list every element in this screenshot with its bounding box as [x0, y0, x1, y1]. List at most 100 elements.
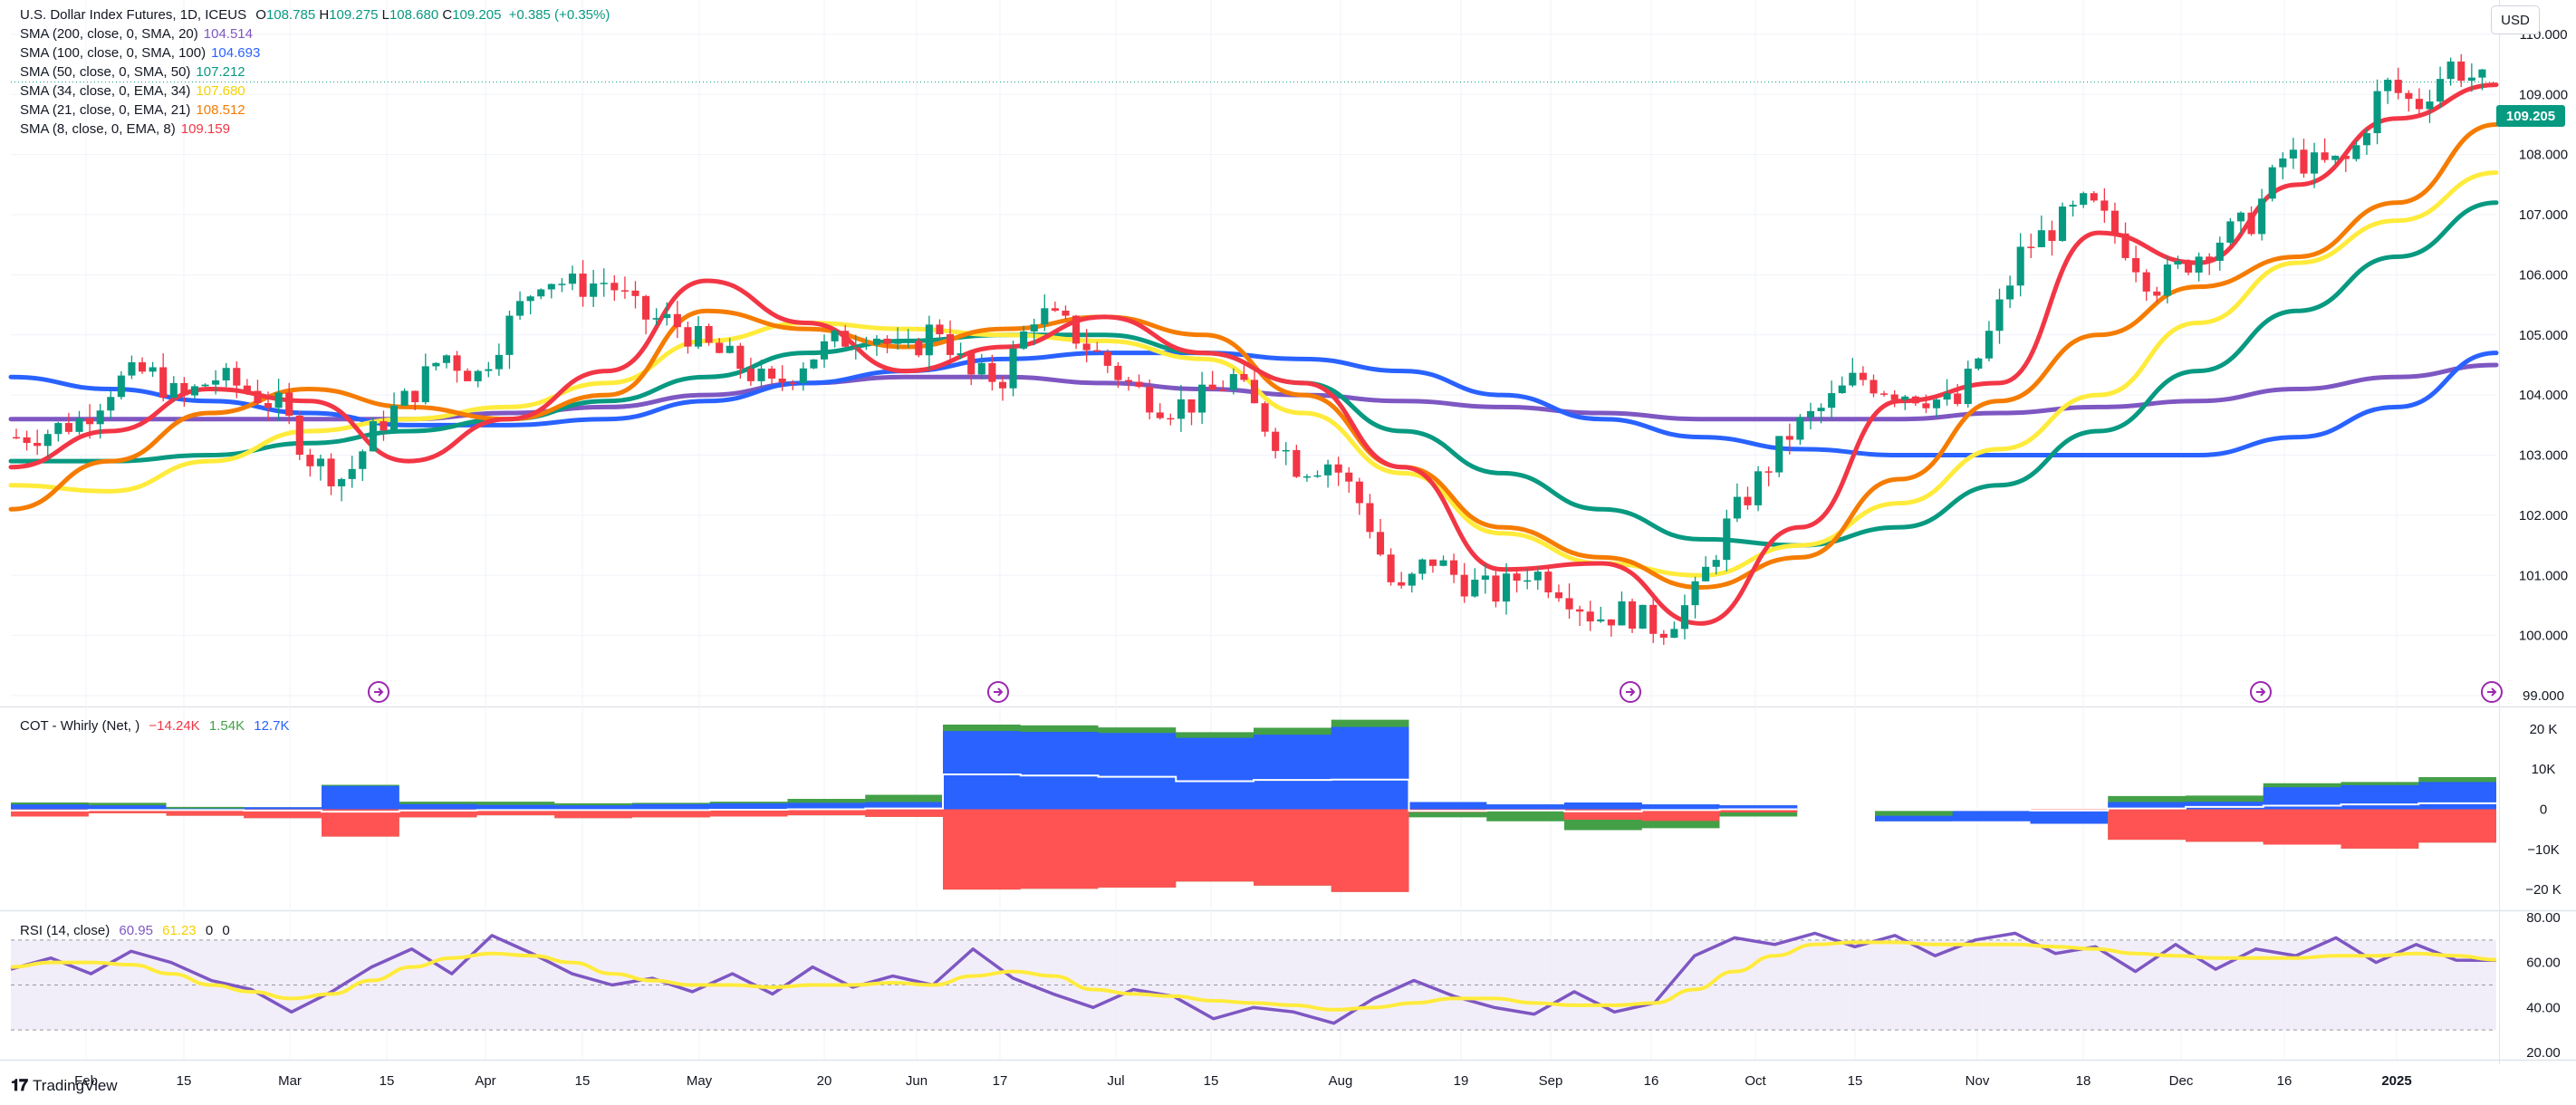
candle[interactable] — [1870, 374, 1878, 398]
candle[interactable] — [1859, 366, 1867, 386]
candle[interactable] — [977, 353, 985, 380]
candle[interactable] — [1313, 470, 1322, 478]
ma-line[interactable] — [8, 351, 2499, 458]
candle[interactable] — [201, 383, 209, 388]
candle[interactable] — [998, 376, 1007, 401]
candle[interactable] — [1041, 293, 1049, 332]
candle[interactable] — [705, 323, 713, 346]
candle[interactable] — [380, 410, 388, 441]
candle[interactable] — [1418, 558, 1427, 581]
candle[interactable] — [1513, 567, 1521, 593]
candle[interactable] — [43, 429, 52, 458]
candle[interactable] — [149, 361, 157, 378]
rsi-legend[interactable]: RSI (14, close) 60.95 61.23 0 0 — [20, 921, 230, 940]
candle[interactable] — [359, 449, 367, 481]
candle[interactable] — [1649, 596, 1658, 643]
candle[interactable] — [128, 355, 136, 380]
candle[interactable] — [1387, 548, 1395, 586]
candle[interactable] — [2216, 236, 2224, 271]
candle[interactable] — [2048, 220, 2056, 256]
currency-button[interactable]: USD — [2491, 5, 2540, 34]
candle[interactable] — [1764, 466, 1773, 486]
candle[interactable] — [306, 448, 314, 477]
candle[interactable] — [12, 428, 21, 439]
candle[interactable] — [1324, 459, 1332, 488]
candle[interactable] — [1576, 605, 1584, 626]
candle[interactable] — [505, 310, 514, 370]
cot-legend[interactable]: COT - Whirly (Net, ) −14.24K 1.54K 12.7K — [20, 716, 289, 735]
candle[interactable] — [2226, 217, 2235, 245]
candle[interactable] — [1450, 553, 1458, 583]
candle[interactable] — [1618, 591, 1626, 626]
candle[interactable] — [2110, 202, 2119, 244]
candle[interactable] — [2467, 63, 2475, 92]
candle[interactable] — [1187, 399, 1196, 426]
candle[interactable] — [1628, 598, 1637, 633]
candle[interactable] — [2090, 191, 2098, 203]
candle[interactable] — [389, 392, 399, 434]
candle[interactable] — [2394, 67, 2402, 100]
candle[interactable] — [338, 477, 346, 502]
candle[interactable] — [1985, 321, 1993, 361]
candle[interactable] — [716, 338, 724, 354]
event-markers[interactable] — [368, 681, 2503, 703]
candle[interactable] — [2142, 269, 2150, 302]
candle[interactable] — [2080, 191, 2088, 208]
candle[interactable] — [2058, 202, 2067, 242]
candle[interactable] — [411, 390, 419, 411]
candle[interactable] — [1932, 398, 1941, 418]
candle[interactable] — [673, 301, 681, 339]
candle[interactable] — [684, 322, 692, 354]
candle[interactable] — [1072, 314, 1081, 350]
candle[interactable] — [1146, 380, 1154, 420]
rsi-line[interactable] — [10, 940, 2497, 1012]
candle[interactable] — [1334, 456, 1342, 486]
ma-line[interactable] — [8, 170, 2499, 578]
candle[interactable] — [1975, 357, 1983, 371]
candle[interactable] — [222, 362, 230, 388]
candle[interactable] — [2163, 255, 2171, 304]
candle[interactable] — [1607, 619, 1615, 637]
candle[interactable] — [789, 380, 797, 390]
event-marker-icon[interactable] — [1620, 681, 1641, 703]
candle[interactable] — [1744, 486, 1752, 510]
candle[interactable] — [2331, 155, 2340, 166]
candle[interactable] — [2132, 245, 2140, 283]
candle[interactable] — [2446, 57, 2455, 86]
candle[interactable] — [1828, 380, 1836, 419]
candle[interactable] — [34, 429, 42, 456]
candle[interactable] — [1723, 509, 1731, 572]
candle[interactable] — [1880, 390, 1889, 397]
candle[interactable] — [1523, 568, 1532, 590]
candle[interactable] — [23, 430, 31, 451]
candle[interactable] — [1544, 564, 1552, 599]
symbol-line[interactable]: U.S. Dollar Index Futures, 1D, ICEUS O10… — [20, 5, 610, 24]
candle[interactable] — [54, 421, 62, 442]
candle[interactable] — [254, 380, 262, 406]
candle[interactable] — [956, 342, 965, 360]
candle[interactable] — [2027, 233, 2035, 258]
candle[interactable] — [862, 336, 870, 351]
candle[interactable] — [138, 357, 147, 374]
candle[interactable] — [2174, 255, 2182, 269]
candle[interactable] — [464, 368, 472, 381]
candle[interactable] — [967, 351, 976, 386]
candle[interactable] — [2184, 259, 2193, 275]
candle[interactable] — [1198, 371, 1206, 424]
candle[interactable] — [1167, 413, 1175, 426]
candle[interactable] — [1345, 466, 1353, 493]
candle[interactable] — [1093, 341, 1101, 353]
candle[interactable] — [295, 410, 303, 460]
candle[interactable] — [1460, 562, 1468, 603]
candle[interactable] — [1922, 394, 1930, 414]
candle[interactable] — [1775, 436, 1783, 477]
candle[interactable] — [75, 410, 83, 435]
candles[interactable] — [12, 53, 2486, 645]
candle[interactable] — [474, 370, 482, 388]
candle[interactable] — [1890, 389, 1898, 408]
candle[interactable] — [946, 320, 955, 365]
candle[interactable] — [516, 291, 524, 321]
candle[interactable] — [620, 276, 629, 299]
candle[interactable] — [2384, 77, 2392, 104]
